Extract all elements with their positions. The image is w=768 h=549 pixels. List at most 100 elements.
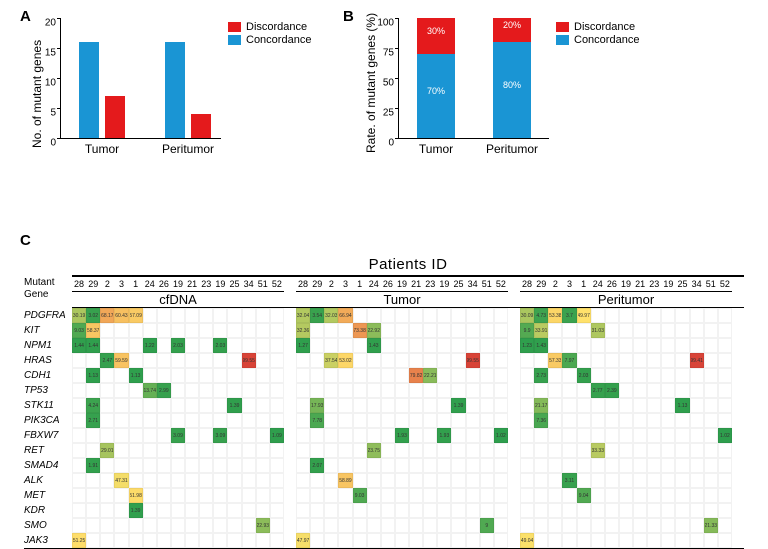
heatmap-cell (718, 443, 732, 458)
gene-label: RET (24, 443, 72, 458)
heatmap-cell (591, 353, 605, 368)
heatmap-cell (619, 518, 633, 533)
gene-label: PDGFRA (24, 308, 72, 323)
ytick: 0 (374, 138, 394, 149)
heatmap-cell (72, 488, 86, 503)
heatmap-cell (72, 368, 86, 383)
heatmap-cell (718, 353, 732, 368)
heatmap-cell (395, 503, 409, 518)
heatmap-cell (185, 443, 199, 458)
patient-id: 1 (129, 277, 143, 291)
heatmap-cell (437, 443, 451, 458)
heatmap-cell (520, 413, 534, 428)
heatmap-cell (675, 533, 689, 548)
heatmap-cell (548, 323, 562, 338)
heatmap-cell (256, 488, 270, 503)
heatmap-cell (520, 353, 534, 368)
heatmap-cell (213, 323, 227, 338)
heatmap-cell (548, 398, 562, 413)
gene-label: FBXW7 (24, 428, 72, 443)
heatmap-cell (718, 398, 732, 413)
segment-label: 80% (503, 80, 521, 90)
heatmap-cell (100, 488, 114, 503)
heatmap-cell (494, 503, 508, 518)
patient-id: 24 (367, 277, 381, 291)
patient-id: 28 (72, 277, 86, 291)
heatmap-cell (591, 473, 605, 488)
heatmap-cell: 22.21 (423, 368, 437, 383)
heatmap-cell (256, 458, 270, 473)
heatmap-cell (548, 428, 562, 443)
heatmap-cell (409, 458, 423, 473)
heatmap-cell: 99.41 (690, 353, 704, 368)
heatmap-cell (395, 368, 409, 383)
heatmap-cell (675, 308, 689, 323)
heatmap-cell (367, 413, 381, 428)
heatmap-cell (338, 503, 352, 518)
heatmap-cell (675, 428, 689, 443)
heatmap-cell (367, 368, 381, 383)
heatmap-cell (548, 338, 562, 353)
heatmap-cell (577, 443, 591, 458)
heatmap-cell (591, 368, 605, 383)
heatmap-cell (704, 473, 718, 488)
heatmap-cell (619, 398, 633, 413)
heatmap-cell (270, 458, 284, 473)
heatmap-cell (256, 383, 270, 398)
gene-label: JAK3 (24, 533, 72, 548)
heatmap-cell (534, 533, 548, 548)
heatmap-cell (270, 368, 284, 383)
heatmap-cell: 2.03 (577, 368, 591, 383)
heatmap-cell (451, 428, 465, 443)
heatmap-cell (185, 413, 199, 428)
heatmap-cell (171, 443, 185, 458)
heatmap-cell (437, 533, 451, 548)
patient-id: 25 (227, 277, 241, 291)
heatmap-cell (353, 398, 367, 413)
heatmap-cell (647, 398, 661, 413)
heatmap-cell: 73.38 (353, 323, 367, 338)
heatmap-cell (114, 488, 128, 503)
heatmap-cell (534, 518, 548, 533)
heatmap-cell (480, 533, 494, 548)
heatmap-cell (338, 428, 352, 443)
heatmap-cell (256, 413, 270, 428)
heatmap-cell (409, 353, 423, 368)
heatmap-cell (171, 353, 185, 368)
heatmap-cell (494, 308, 508, 323)
heatmap-cell (242, 488, 256, 503)
heatmap-cell (409, 338, 423, 353)
heatmap-cell (227, 323, 241, 338)
heatmap-cell (199, 533, 213, 548)
heatmap-cell (143, 353, 157, 368)
heatmap-cell (199, 428, 213, 443)
patient-id: 29 (534, 277, 548, 291)
heatmap-cell (548, 443, 562, 458)
heatmap-cell (353, 503, 367, 518)
heatmap-cell (548, 473, 562, 488)
heatmap-cell: 47.97 (296, 533, 310, 548)
heatmap-cell (256, 353, 270, 368)
heatmap-cell: 60.43 (114, 308, 128, 323)
patient-id: 19 (437, 277, 451, 291)
heatmap-cell (633, 338, 647, 353)
heatmap-cell (353, 308, 367, 323)
heatmap-cell (256, 338, 270, 353)
heatmap-cell (480, 473, 494, 488)
heatmap-cell: 3.54 (310, 308, 324, 323)
heatmap-cell (534, 503, 548, 518)
heatmap-cell: 2.47 (100, 353, 114, 368)
patient-id: 25 (675, 277, 689, 291)
heatmap-cell (143, 308, 157, 323)
heatmap-cell (647, 443, 661, 458)
heatmap-cell: 1.02 (718, 428, 732, 443)
heatmap-cell (451, 353, 465, 368)
gene-label: KDR (24, 503, 72, 518)
heatmap-cell (704, 353, 718, 368)
heatmap-cell (171, 383, 185, 398)
legend-item: Discordance (228, 21, 311, 33)
ytick: 0 (36, 138, 56, 149)
heatmap-cell (480, 443, 494, 458)
heatmap-cell (591, 503, 605, 518)
heatmap-cell (480, 308, 494, 323)
